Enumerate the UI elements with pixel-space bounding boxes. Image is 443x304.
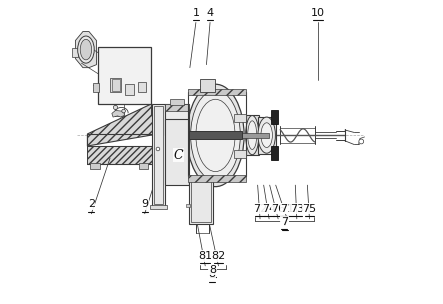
Text: 7: 7 [281, 218, 288, 228]
Bar [139, 163, 148, 168]
Bar [186, 204, 190, 207]
Bar [271, 146, 278, 161]
Bar [188, 175, 245, 182]
Bar [165, 104, 189, 111]
Ellipse shape [187, 84, 244, 187]
Text: 82: 82 [211, 251, 225, 261]
Bar [124, 84, 134, 95]
Text: 81: 81 [198, 251, 212, 261]
Bar [93, 83, 99, 92]
Text: C: C [174, 149, 183, 161]
Bar [165, 119, 189, 185]
Bar [138, 82, 146, 92]
Text: 4: 4 [206, 8, 214, 18]
Text: 1: 1 [192, 8, 199, 18]
Bar [151, 205, 167, 209]
Bar [189, 131, 242, 139]
Bar [245, 115, 259, 155]
Bar [112, 79, 120, 91]
Text: 9: 9 [141, 199, 148, 209]
Circle shape [122, 109, 125, 113]
Bar [271, 110, 278, 124]
Bar [242, 133, 269, 137]
Circle shape [113, 105, 117, 109]
Bar [258, 117, 276, 154]
Bar [191, 178, 211, 222]
Bar [188, 92, 245, 176]
Ellipse shape [190, 90, 240, 181]
Ellipse shape [248, 121, 257, 150]
Bar [189, 176, 214, 224]
Bar [154, 106, 163, 204]
Circle shape [359, 139, 364, 144]
Text: 2: 2 [88, 199, 95, 209]
Polygon shape [112, 110, 124, 117]
Text: 71: 71 [280, 204, 294, 214]
Text: 73: 73 [290, 204, 304, 214]
Ellipse shape [261, 123, 272, 147]
Ellipse shape [80, 39, 92, 60]
Text: 10: 10 [311, 8, 325, 18]
Text: 8: 8 [210, 265, 217, 275]
Bar [72, 48, 78, 57]
Ellipse shape [258, 117, 276, 153]
Text: 74: 74 [262, 204, 276, 214]
Ellipse shape [78, 36, 94, 63]
Text: 75: 75 [303, 204, 316, 214]
Polygon shape [87, 104, 158, 146]
Ellipse shape [245, 116, 259, 155]
Bar [170, 99, 184, 105]
Circle shape [156, 147, 160, 151]
Text: 8: 8 [208, 269, 215, 279]
Bar [200, 79, 215, 92]
Bar [188, 89, 245, 95]
Bar [98, 47, 151, 104]
Bar [152, 104, 165, 206]
Text: 76: 76 [271, 204, 285, 214]
Bar [233, 150, 246, 158]
Bar [87, 146, 152, 164]
Bar [165, 104, 189, 136]
Ellipse shape [196, 99, 235, 171]
Text: 7: 7 [281, 217, 288, 227]
Bar [233, 114, 246, 122]
Text: 72: 72 [253, 204, 267, 214]
Bar [110, 78, 121, 92]
Polygon shape [75, 32, 97, 68]
Bar [90, 163, 100, 168]
